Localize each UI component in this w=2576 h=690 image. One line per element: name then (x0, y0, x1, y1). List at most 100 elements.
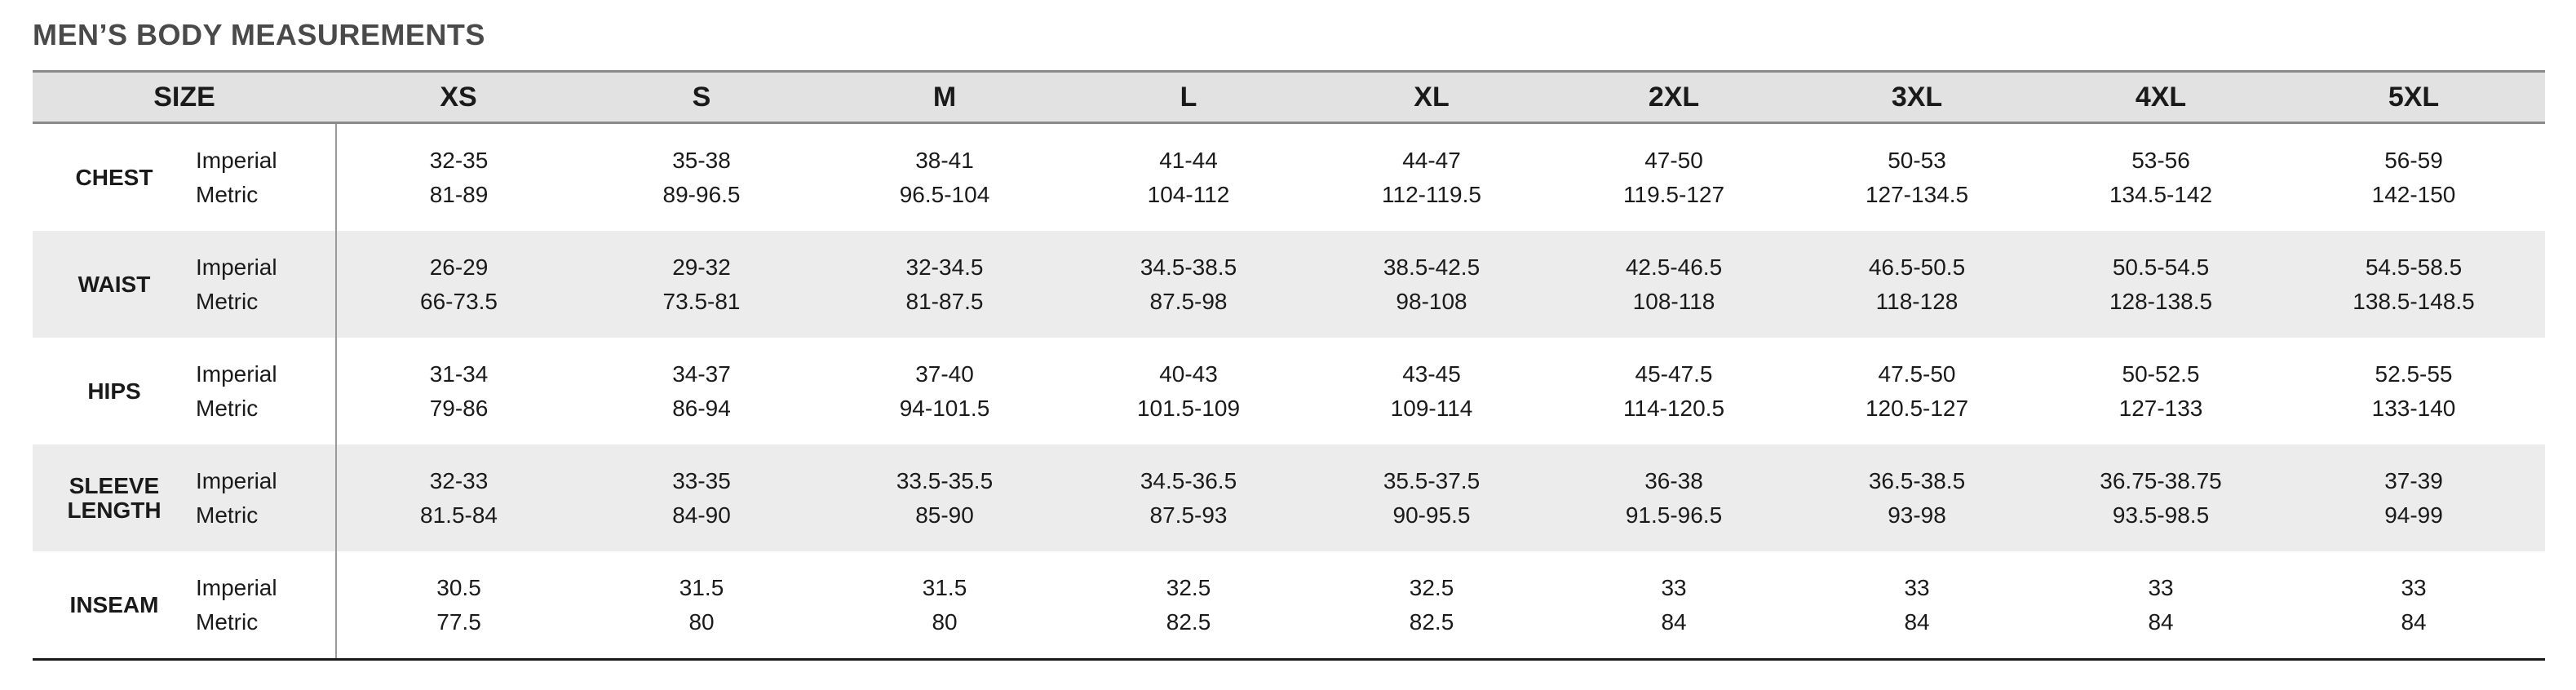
measurement-cell: 34-37 86-94 (581, 338, 822, 445)
imperial-value: 56-59 (2384, 147, 2443, 173)
unit-labels: Imperial Metric (196, 231, 338, 338)
measurement-cell: 53-56 134.5-142 (2039, 123, 2282, 232)
measurement-cell: 52.5-55 133-140 (2282, 338, 2545, 445)
metric-unit-label: Metric (196, 608, 259, 635)
metric-value: 82.5 (1409, 608, 1454, 635)
metric-value: 98-108 (1396, 288, 1467, 314)
imperial-value: 36.75-38.75 (2100, 467, 2222, 493)
measurement-category-label: WAIST (33, 231, 196, 338)
metric-value: 112-119.5 (1382, 181, 1481, 207)
metric-value: 84 (1904, 608, 1930, 635)
measurement-cell: 54.5-58.5 138.5-148.5 (2282, 231, 2546, 338)
measurement-cell: 41-44 104-112 (1067, 123, 1310, 232)
metric-value: 109-114 (1390, 395, 1473, 421)
imperial-value: 34.5-36.5 (1140, 467, 1237, 493)
size-column-header: SIZE (33, 70, 337, 124)
metric-value: 128-138.5 (2109, 288, 2213, 314)
measurement-cell: 32-35 81-89 (336, 123, 581, 232)
metric-value: 81.5-84 (420, 502, 498, 528)
imperial-value: 45-47.5 (1635, 360, 1713, 387)
imperial-value: 34.5-38.5 (1140, 254, 1237, 280)
imperial-unit-label: Imperial (196, 147, 277, 173)
imperial-value: 31.5 (922, 574, 967, 600)
imperial-value: 53-56 (2131, 147, 2190, 173)
measurement-category-label: SLEEVE LENGTH (33, 445, 196, 551)
imperial-unit-label: Imperial (196, 574, 277, 600)
metric-value: 119.5-127 (1623, 181, 1725, 207)
imperial-value: 50-53 (1888, 147, 1946, 173)
metric-value: 73.5-81 (662, 288, 741, 314)
imperial-value: 54.5-58.5 (2365, 254, 2463, 280)
unit-labels: Imperial Metric (196, 122, 338, 231)
measurement-cell: 50-53 127-134.5 (1795, 123, 2039, 232)
imperial-value: 44-47 (1402, 147, 1461, 173)
imperial-value: 31.5 (679, 574, 724, 600)
table-row: HIPS Imperial Metric 31-34 79-86 34-37 86-94 37… (33, 338, 2545, 445)
size-header-s: S (581, 70, 823, 124)
measurement-cell: 30.5 77.5 (336, 551, 582, 661)
measurement-cell: 47.5-50 120.5-127 (1795, 338, 2039, 445)
measurement-cell: 32.5 82.5 (1310, 551, 1554, 661)
metric-value: 84 (1661, 608, 1687, 635)
measurement-cell: 33-35 84-90 (581, 445, 823, 551)
size-header-5xl: 5XL (2282, 70, 2546, 124)
measurement-cell: 37-40 94-101.5 (822, 338, 1067, 445)
unit-labels: Imperial Metric (196, 338, 338, 445)
imperial-value: 47-50 (1644, 147, 1703, 173)
measurement-cell: 32.5 82.5 (1067, 551, 1311, 661)
imperial-value: 36.5-38.5 (1868, 467, 1966, 493)
measurement-cell: 31.5 80 (581, 551, 823, 661)
imperial-unit-label: Imperial (196, 467, 277, 493)
metric-value: 87.5-98 (1149, 288, 1228, 314)
imperial-value: 42.5-46.5 (1625, 254, 1723, 280)
measurement-cell: 37-39 94-99 (2282, 445, 2546, 551)
imperial-value: 32-34.5 (905, 254, 984, 280)
table-body: CHEST Imperial Metric 32-35 81-89 35-38 89-96.… (33, 122, 2546, 661)
size-header-m: M (822, 70, 1068, 124)
metric-value: 114-120.5 (1623, 395, 1725, 421)
metric-value: 127-134.5 (1865, 181, 1969, 207)
measurement-cell: 32-33 81.5-84 (336, 445, 582, 551)
metric-value: 94-101.5 (899, 395, 990, 421)
unit-labels: Imperial Metric (196, 445, 338, 551)
metric-unit-label: Metric (196, 181, 259, 207)
metric-unit-label: Metric (196, 288, 259, 314)
measurement-category-label: HIPS (87, 378, 141, 404)
metric-value: 108-118 (1632, 288, 1715, 314)
metric-value: 66-73.5 (420, 288, 498, 314)
metric-value: 82.5 (1166, 608, 1211, 635)
metric-value: 86-94 (672, 395, 731, 421)
imperial-value: 33.5-35.5 (896, 467, 994, 493)
measurement-cell: 36.75-38.75 93.5-98.5 (2039, 445, 2283, 551)
imperial-value: 33 (2148, 574, 2174, 600)
imperial-value: 43-45 (1402, 360, 1461, 387)
imperial-value: 37-39 (2384, 467, 2443, 493)
metric-value: 85-90 (915, 502, 974, 528)
metric-value: 81-87.5 (905, 288, 984, 314)
imperial-value: 38-41 (915, 147, 974, 173)
measurement-cell: 47-50 119.5-127 (1553, 123, 1795, 232)
imperial-value: 37-40 (915, 360, 974, 387)
measurement-cell: 33 84 (1795, 551, 2040, 661)
measurement-cell: 29-32 73.5-81 (581, 231, 823, 338)
imperial-value: 34-37 (672, 360, 731, 387)
measurement-cell: 36-38 91.5-96.5 (1553, 445, 1795, 551)
measurement-cell: 44-47 112-119.5 (1310, 123, 1553, 232)
imperial-value: 30.5 (436, 574, 481, 600)
measurement-cell: 33 84 (2039, 551, 2283, 661)
imperial-value: 33 (1904, 574, 1930, 600)
measurement-cell: 26-29 66-73.5 (336, 231, 582, 338)
metric-value: 80 (932, 608, 958, 635)
imperial-value: 31-34 (429, 360, 489, 387)
measurement-cell: 31.5 80 (822, 551, 1068, 661)
imperial-value: 32-35 (429, 147, 489, 173)
metric-value: 84 (2401, 608, 2427, 635)
metric-value: 89-96.5 (662, 181, 741, 207)
imperial-value: 47.5-50 (1878, 360, 1956, 387)
metric-value: 104-112 (1147, 181, 1230, 207)
measurement-cell: 33.5-35.5 85-90 (822, 445, 1068, 551)
metric-value: 118-128 (1875, 288, 1959, 314)
table-row: SLEEVE LENGTH Imperial Metric 32-33 81.5-84 3… (33, 445, 2546, 551)
measurement-category-label: INSEAM (33, 551, 196, 661)
imperial-value: 26-29 (429, 254, 489, 280)
